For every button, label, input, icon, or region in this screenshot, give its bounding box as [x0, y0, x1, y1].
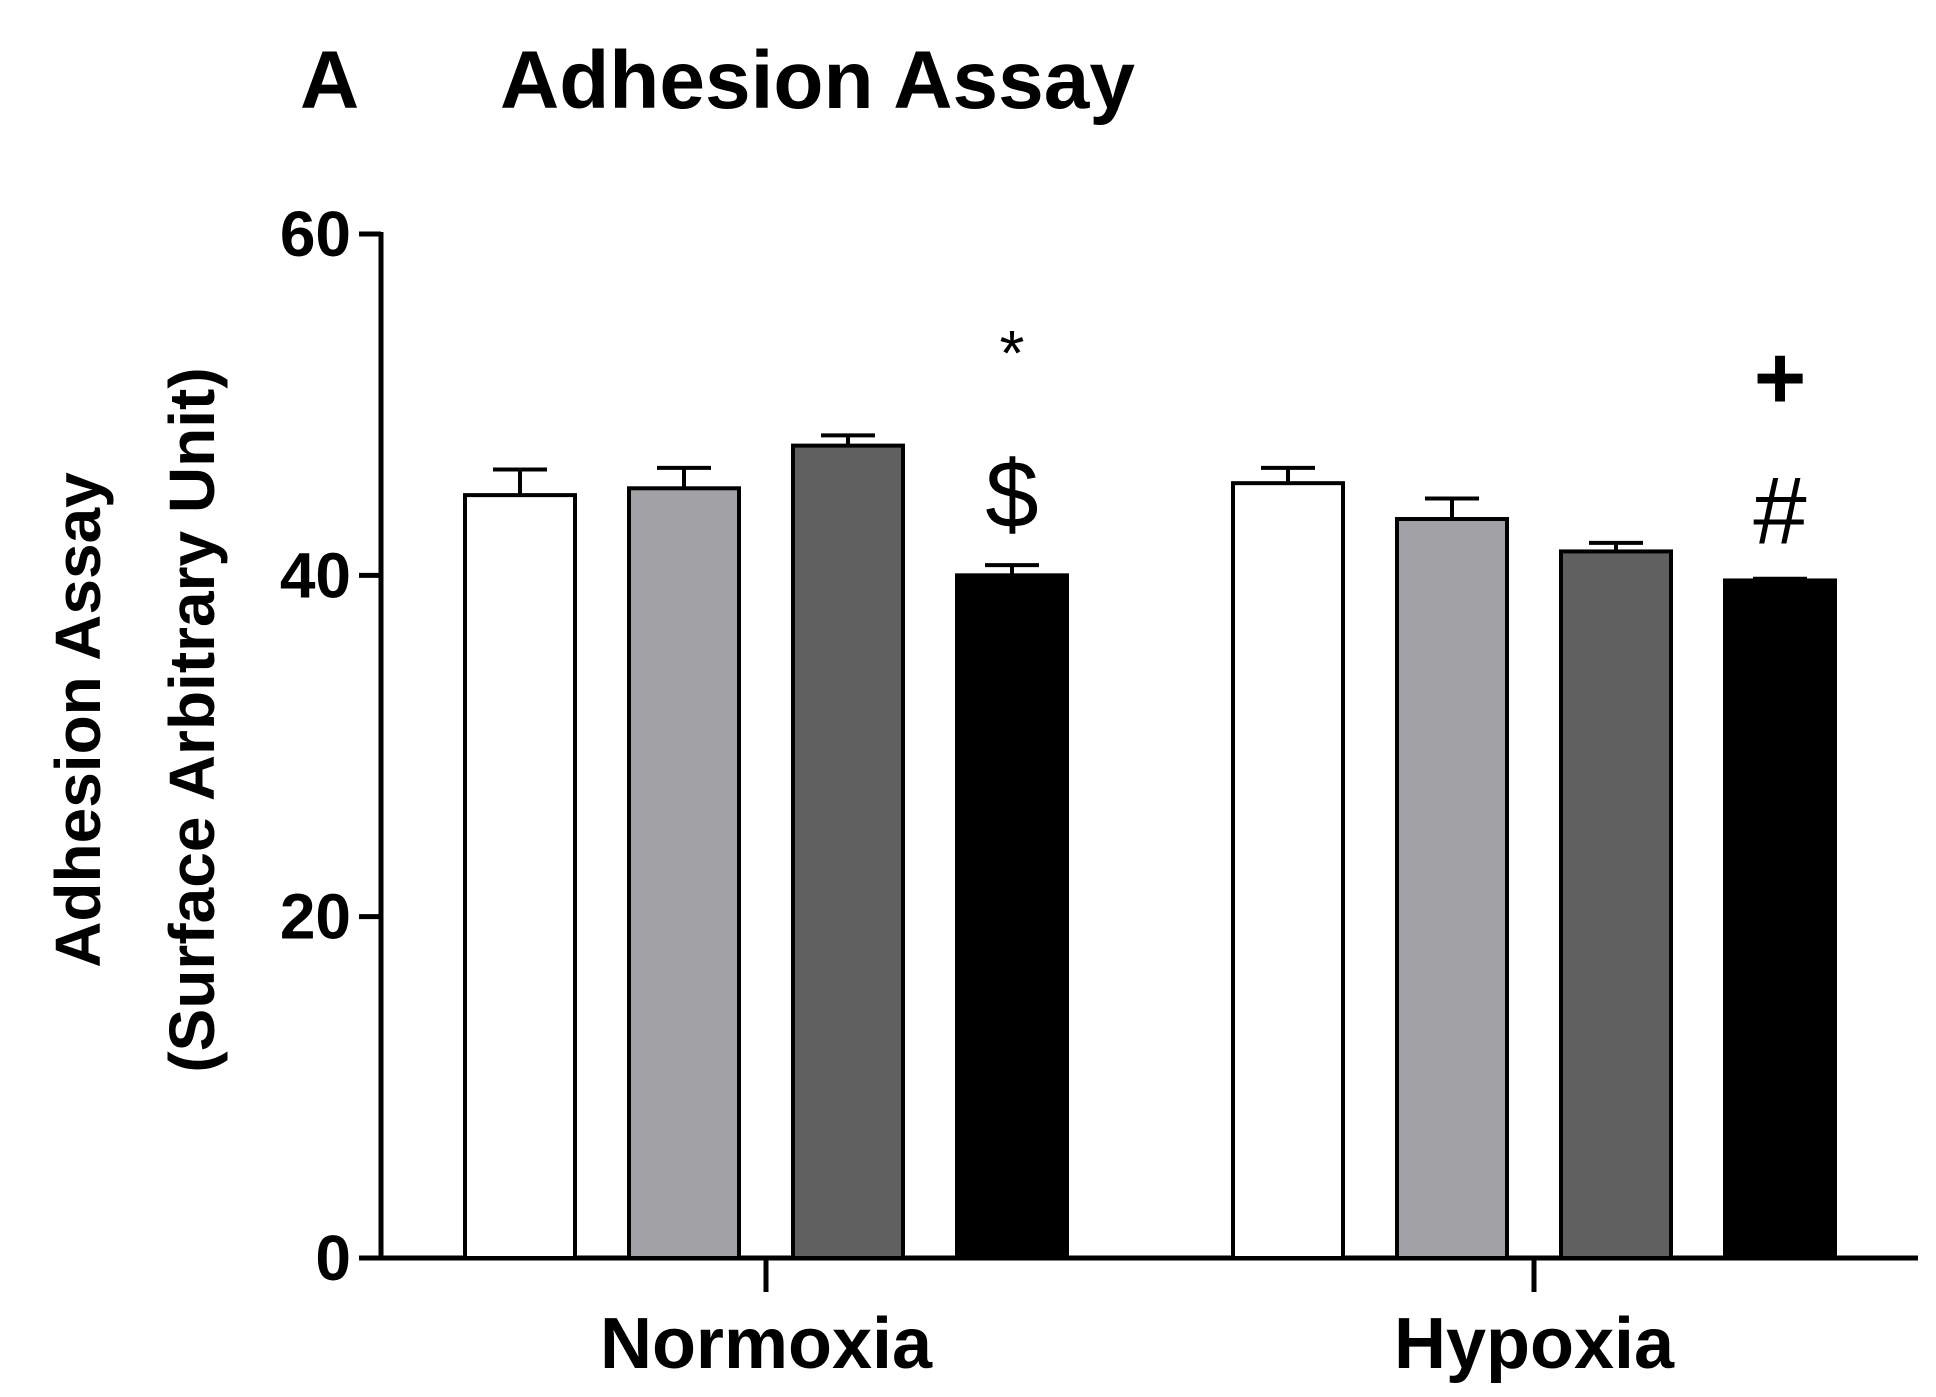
plot-area: 0 20 40 60 Normoxia Hypoxia * $ + # — [280, 198, 1918, 1384]
bar — [627, 486, 741, 1260]
significance-marker: # — [1753, 458, 1806, 565]
bar — [1723, 578, 1837, 1260]
chart-title: Adhesion Assay — [500, 35, 1135, 126]
y-tick-label: 40 — [280, 539, 351, 611]
bar — [1559, 549, 1673, 1260]
y-tick-label: 0 — [315, 1222, 351, 1294]
x-tick-label: Normoxia — [600, 1304, 933, 1384]
panel-label: A — [300, 35, 359, 126]
bar — [463, 493, 577, 1260]
bar — [1395, 517, 1509, 1260]
y-axis-title: Adhesion Assay (Surface Arbitrary Unit) — [42, 367, 228, 1072]
significance-marker: * — [1000, 317, 1025, 389]
x-tick-label: Hypoxia — [1394, 1304, 1675, 1384]
y-tick-label: 20 — [280, 881, 351, 953]
bar — [955, 573, 1069, 1260]
y-tick-label: 60 — [280, 198, 351, 270]
y-axis-title-line-1: Adhesion Assay — [42, 472, 114, 968]
y-axis-title-line-2: (Surface Arbitrary Unit) — [156, 367, 228, 1072]
significance-marker: + — [1754, 329, 1807, 429]
significance-marker: $ — [985, 441, 1038, 548]
bar — [791, 443, 905, 1261]
bar — [1231, 481, 1345, 1260]
